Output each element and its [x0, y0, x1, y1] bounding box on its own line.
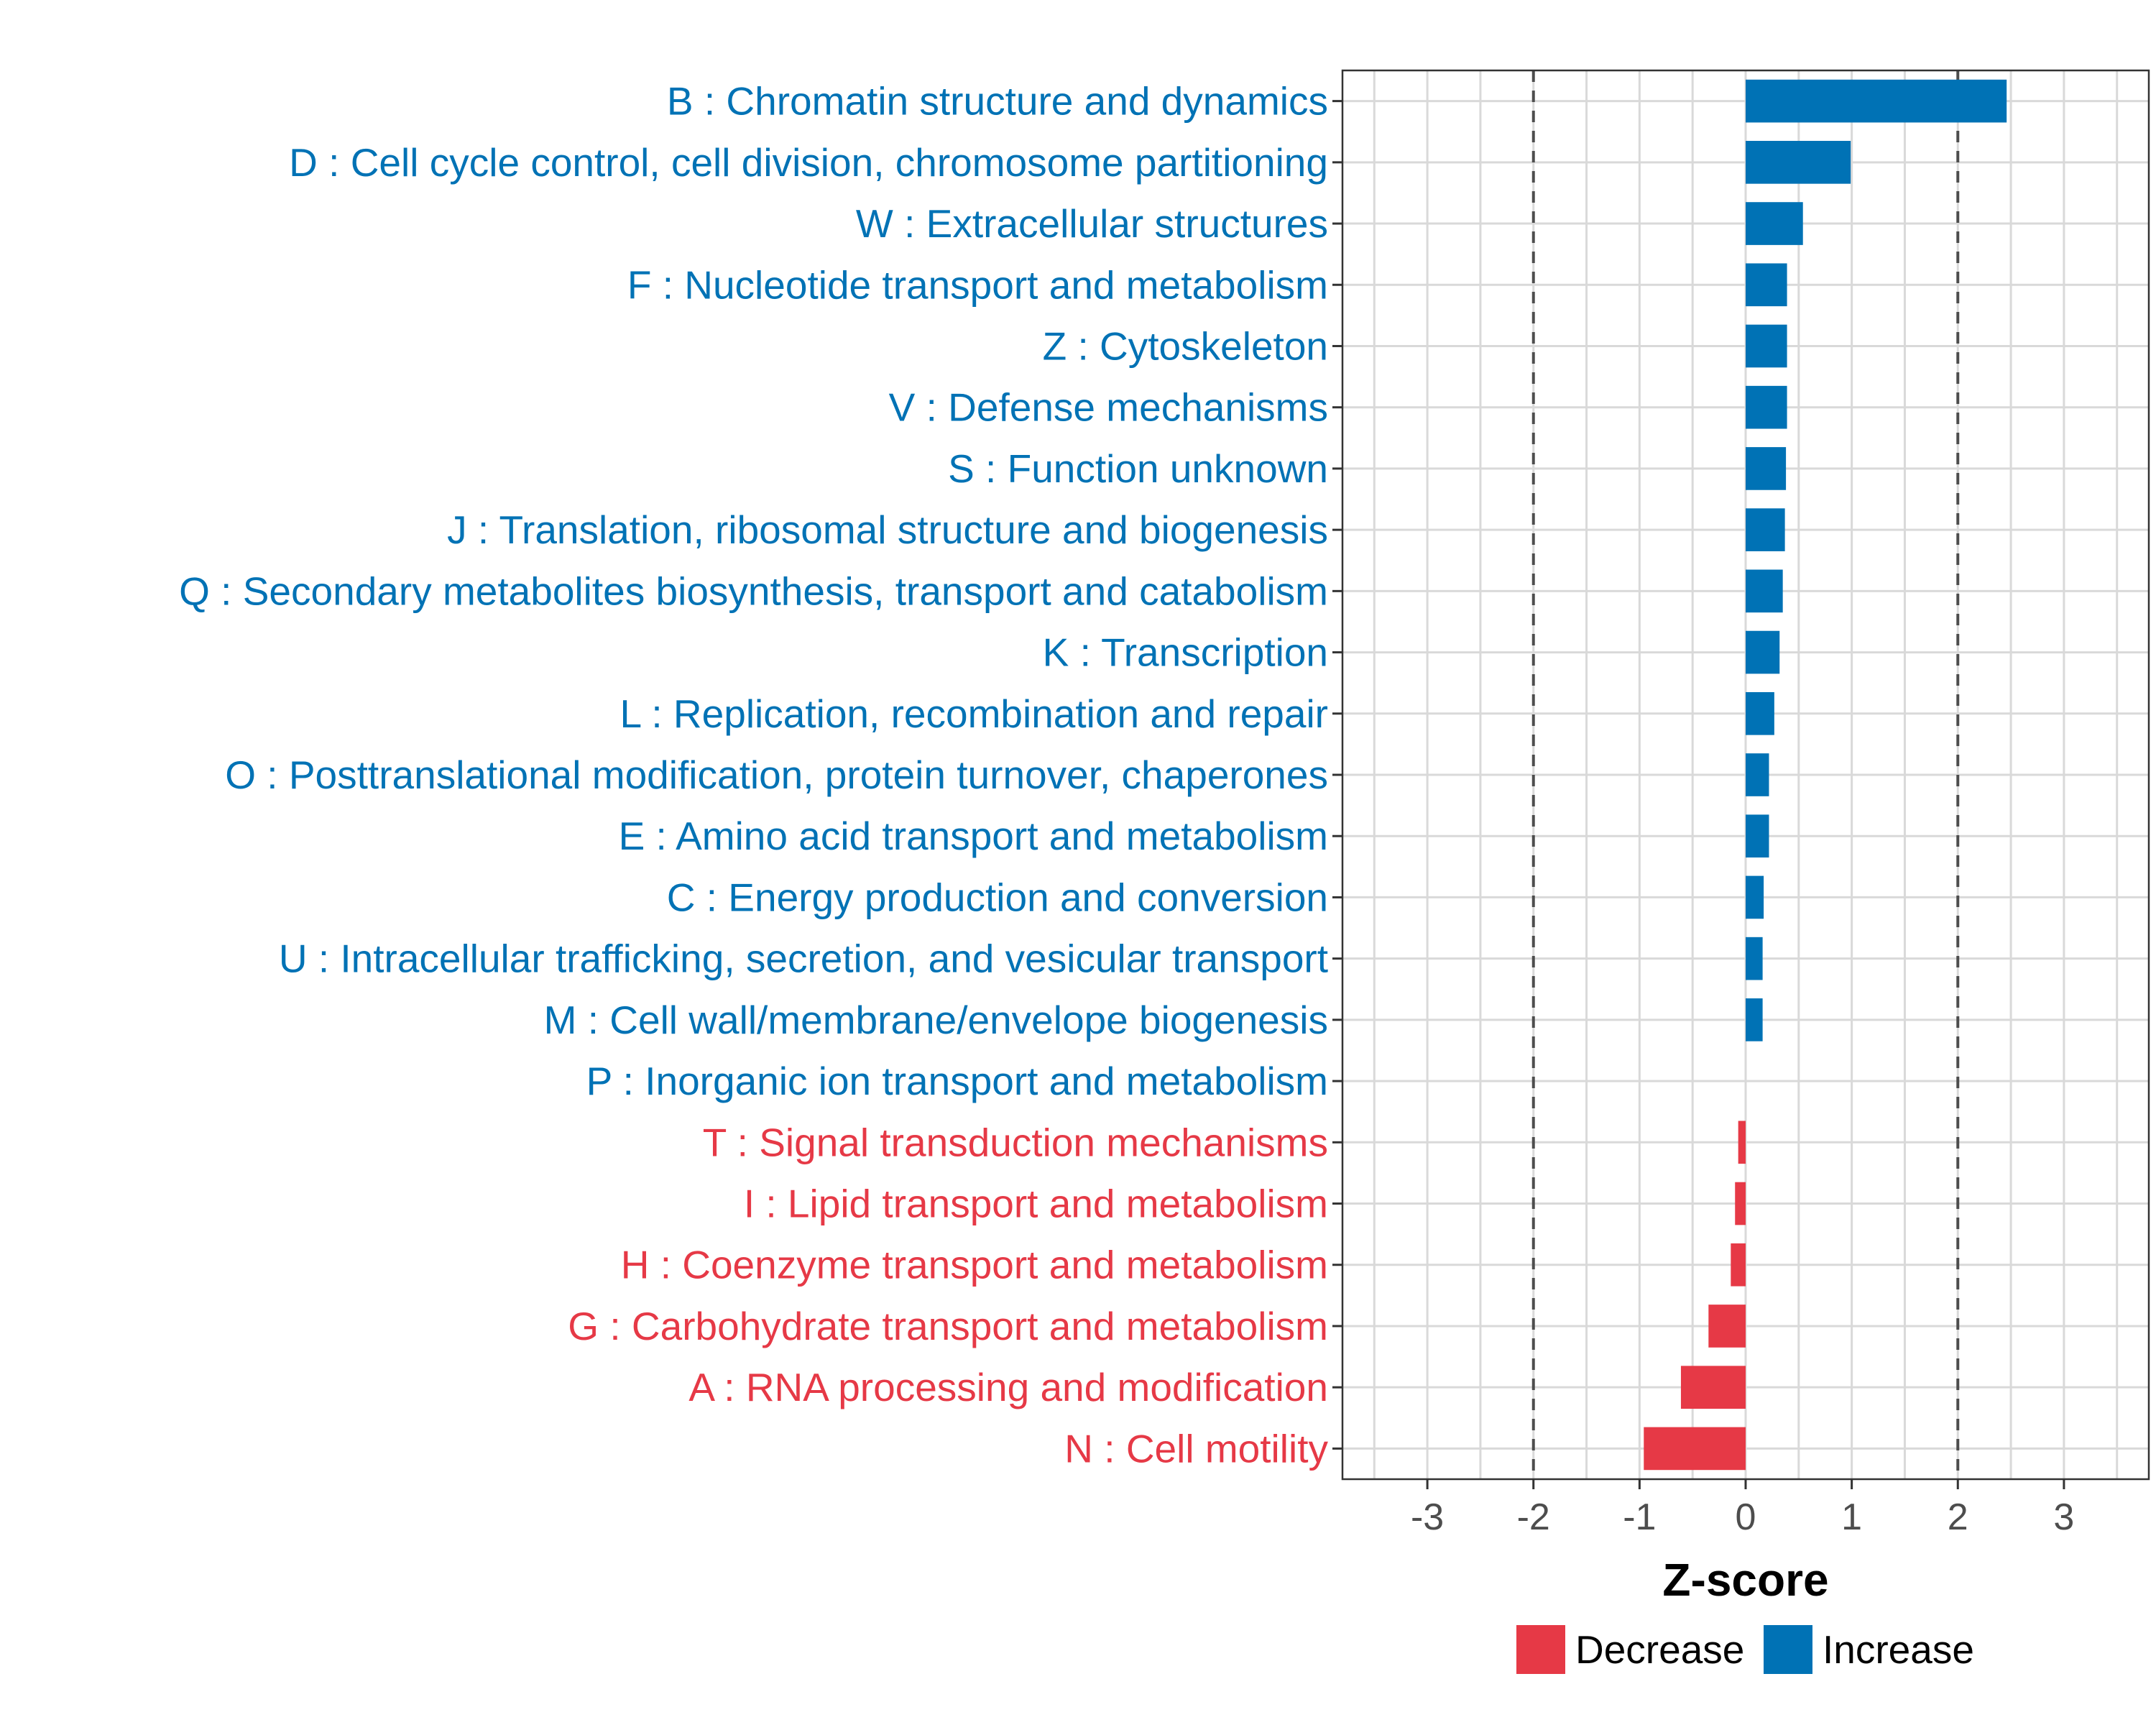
bar [1746, 691, 1774, 735]
category-label: H : Coenzyme transport and metabolism [621, 1243, 1328, 1287]
category-label: A : RNA processing and modification [688, 1365, 1328, 1409]
category-label: Z : Cytoskeleton [1043, 323, 1328, 368]
category-label: I : Lipid transport and metabolism [744, 1182, 1328, 1226]
bar [1738, 1121, 1746, 1164]
bar [1731, 1243, 1746, 1287]
category-label: T : Signal transduction mechanisms [703, 1120, 1328, 1164]
category-label: N : Cell motility [1064, 1426, 1328, 1471]
y-axis: B : Chromatin structure and dynamics D : … [179, 79, 1342, 1471]
bar [1746, 324, 1787, 368]
bar [1746, 937, 1763, 980]
bar [1746, 447, 1787, 490]
category-label: W : Extracellular structures [856, 201, 1328, 246]
bar [1746, 814, 1769, 858]
category-label: S : Function unknown [948, 446, 1328, 491]
category-label: D : Cell cycle control, cell division, c… [289, 140, 1328, 185]
bar [1644, 1427, 1746, 1471]
category-label: F : Nucleotide transport and metabolism [627, 262, 1328, 307]
x-tick-label: 0 [1736, 1496, 1756, 1538]
x-tick-label: -1 [1623, 1496, 1656, 1538]
category-label: B : Chromatin structure and dynamics [667, 79, 1328, 124]
reference-lines [1531, 70, 1960, 1479]
bar [1746, 202, 1803, 245]
x-tick-label: 1 [1841, 1496, 1862, 1538]
x-axis: -3 -2 -1 0 1 2 3 [1411, 1479, 2074, 1538]
bar [1746, 875, 1764, 919]
bar [1746, 508, 1785, 551]
category-label: C : Energy production and conversion [667, 875, 1328, 919]
x-tick-label: 2 [1948, 1496, 1968, 1538]
category-label: E : Amino acid transport and metabolism [619, 814, 1328, 858]
category-label: P : Inorganic ion transport and metaboli… [586, 1059, 1328, 1103]
bar [1746, 753, 1769, 796]
bars [1644, 79, 2007, 1471]
bar [1746, 630, 1780, 674]
category-label: Q : Secondary metabolites biosynthesis, … [179, 569, 1328, 613]
x-tick-label: -2 [1517, 1496, 1550, 1538]
bar [1746, 569, 1783, 613]
category-label: M : Cell wall/membrane/envelope biogenes… [544, 998, 1328, 1042]
category-label: O : Posttranslational modification, prot… [225, 753, 1328, 797]
bar [1746, 998, 1763, 1041]
grid-layer [1342, 70, 2149, 1479]
category-label: J : Translation, ribosomal structure and… [447, 507, 1328, 552]
legend-swatch [1764, 1625, 1812, 1674]
bar [1746, 385, 1787, 429]
legend-label: Decrease [1575, 1627, 1744, 1672]
bar [1746, 79, 2007, 123]
category-label: K : Transcription [1043, 630, 1328, 675]
x-axis-title: Z-score [1662, 1554, 1828, 1606]
bar [1680, 1366, 1746, 1409]
category-label: L : Replication, recombination and repai… [620, 691, 1328, 736]
bar [1708, 1305, 1746, 1348]
category-label: U : Intracellular trafficking, secretion… [279, 937, 1328, 981]
x-tick-label: -3 [1411, 1496, 1444, 1538]
category-label: G : Carbohydrate transport and metabolis… [568, 1304, 1328, 1348]
legend: Decrease Increase [1516, 1625, 1974, 1674]
bar [1746, 141, 1851, 184]
x-tick-label: 3 [2053, 1496, 2074, 1538]
bar [1746, 263, 1787, 307]
legend-label: Increase [1823, 1627, 1974, 1672]
bar [1735, 1182, 1746, 1225]
category-label: V : Defense mechanisms [889, 385, 1328, 430]
legend-swatch [1516, 1625, 1565, 1674]
